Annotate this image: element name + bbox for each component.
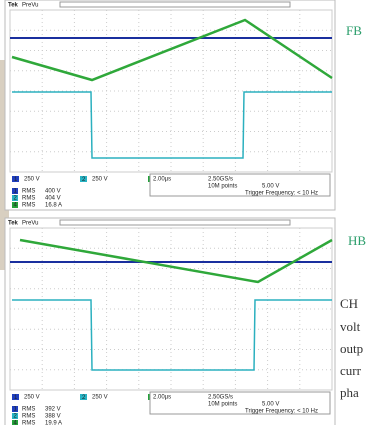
meas-name: RMS <box>22 203 35 209</box>
side-line: pha <box>340 385 359 400</box>
channel-scale: 250 V <box>24 395 40 401</box>
trigger-level: 5.00 V <box>262 184 279 190</box>
meas-value: 388 V <box>45 414 61 420</box>
mode: PreVu <box>22 221 38 227</box>
channel-scale: 250 V <box>24 177 40 183</box>
side-label: HB <box>348 233 366 248</box>
side-line: curr <box>340 363 362 378</box>
trigger-frequency: Trigger Frequency: < 10 Hz <box>245 409 318 415</box>
meas-value: 404 V <box>45 196 61 202</box>
meas-value: 400 V <box>45 189 61 195</box>
meas-name: RMS <box>22 414 35 420</box>
sample-rate: 2.50GS/s <box>208 395 233 401</box>
channel-scale: 250 V <box>92 395 108 401</box>
timebase: 2.00µs <box>153 177 171 183</box>
meas-value: 392 V <box>45 407 61 413</box>
side-line: CH <box>340 296 358 311</box>
timebase: 2.00µs <box>153 395 171 401</box>
brand: Tek <box>8 221 19 227</box>
trigger-level: 5.00 V <box>262 402 279 408</box>
record-length: 10M points <box>208 184 237 190</box>
side-line: volt <box>340 319 361 334</box>
meas-value: 19.9 A <box>45 421 62 425</box>
meas-name: RMS <box>22 421 35 425</box>
brand: Tek <box>8 3 19 9</box>
channel-scale: 250 V <box>92 177 108 183</box>
side-label: FB <box>346 23 362 38</box>
meas-name: RMS <box>22 189 35 195</box>
page: TekPreVuFB1250 V2250 V420.0 A2.00µs2.50G… <box>0 0 368 425</box>
meas-name: RMS <box>22 407 35 413</box>
mode: PreVu <box>22 3 38 9</box>
side-text: CH volt outp curr pha <box>340 296 363 400</box>
trigger-frequency: Trigger Frequency: < 10 Hz <box>245 191 318 197</box>
record-length: 10M points <box>208 402 237 408</box>
sample-rate: 2.50GS/s <box>208 177 233 183</box>
meas-name: RMS <box>22 196 35 202</box>
meas-value: 16.8 A <box>45 203 62 209</box>
side-line: outp <box>340 341 363 356</box>
